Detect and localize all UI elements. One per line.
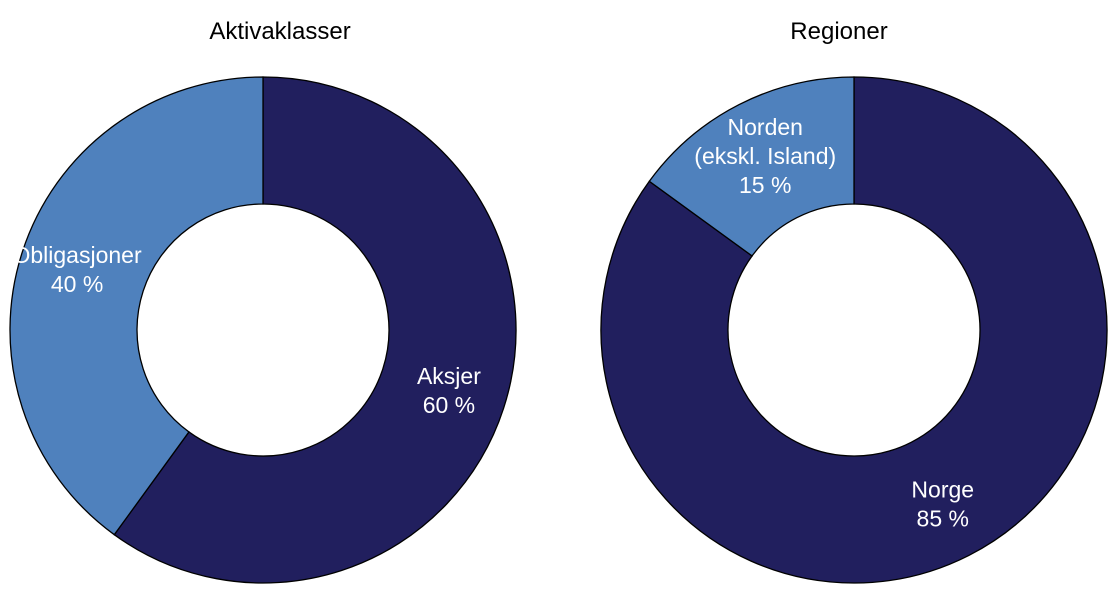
donut-chart-regions: Regioner Norge 85 % Norden (ekskl. Island) 1…: [559, 0, 1119, 594]
slice-category-label: Aksjer: [417, 363, 481, 389]
slice-category-label: Norden: [728, 114, 803, 140]
donut-slice: [113, 76, 517, 584]
slice-value-label: 60 %: [423, 392, 475, 418]
slice-category-label: Obligasjoner: [12, 242, 141, 268]
slice-category-label: (ekskl. Island): [694, 143, 836, 169]
donut-slice: [648, 76, 855, 257]
slice-category-label: Norge: [911, 477, 974, 503]
chart-title: Aktivaklasser: [209, 18, 351, 45]
slice-value-label: 15 %: [739, 172, 791, 198]
slice-value-label: 40 %: [51, 271, 103, 297]
slice-value-label: 85 %: [917, 506, 969, 532]
slice-label: Norge 85 %: [911, 477, 974, 532]
slice-label: Aksjer 60 %: [417, 363, 481, 418]
donut-chart-asset-classes: Aktivaklasser Aksjer 60 % Obligasjoner 40 %: [9, 18, 517, 584]
donut-slice: [9, 76, 264, 536]
donut-svg: Norge 85 % Norden (ekskl. Island) 15 %: [600, 76, 1108, 584]
slice-label: Norden (ekskl. Island) 15 %: [694, 114, 836, 198]
slice-label: Obligasjoner 40 %: [12, 242, 141, 297]
donut-svg: Aksjer 60 % Obligasjoner 40 %: [9, 76, 517, 584]
chart-title: Regioner: [790, 18, 888, 45]
donut-slice: [600, 76, 1108, 584]
